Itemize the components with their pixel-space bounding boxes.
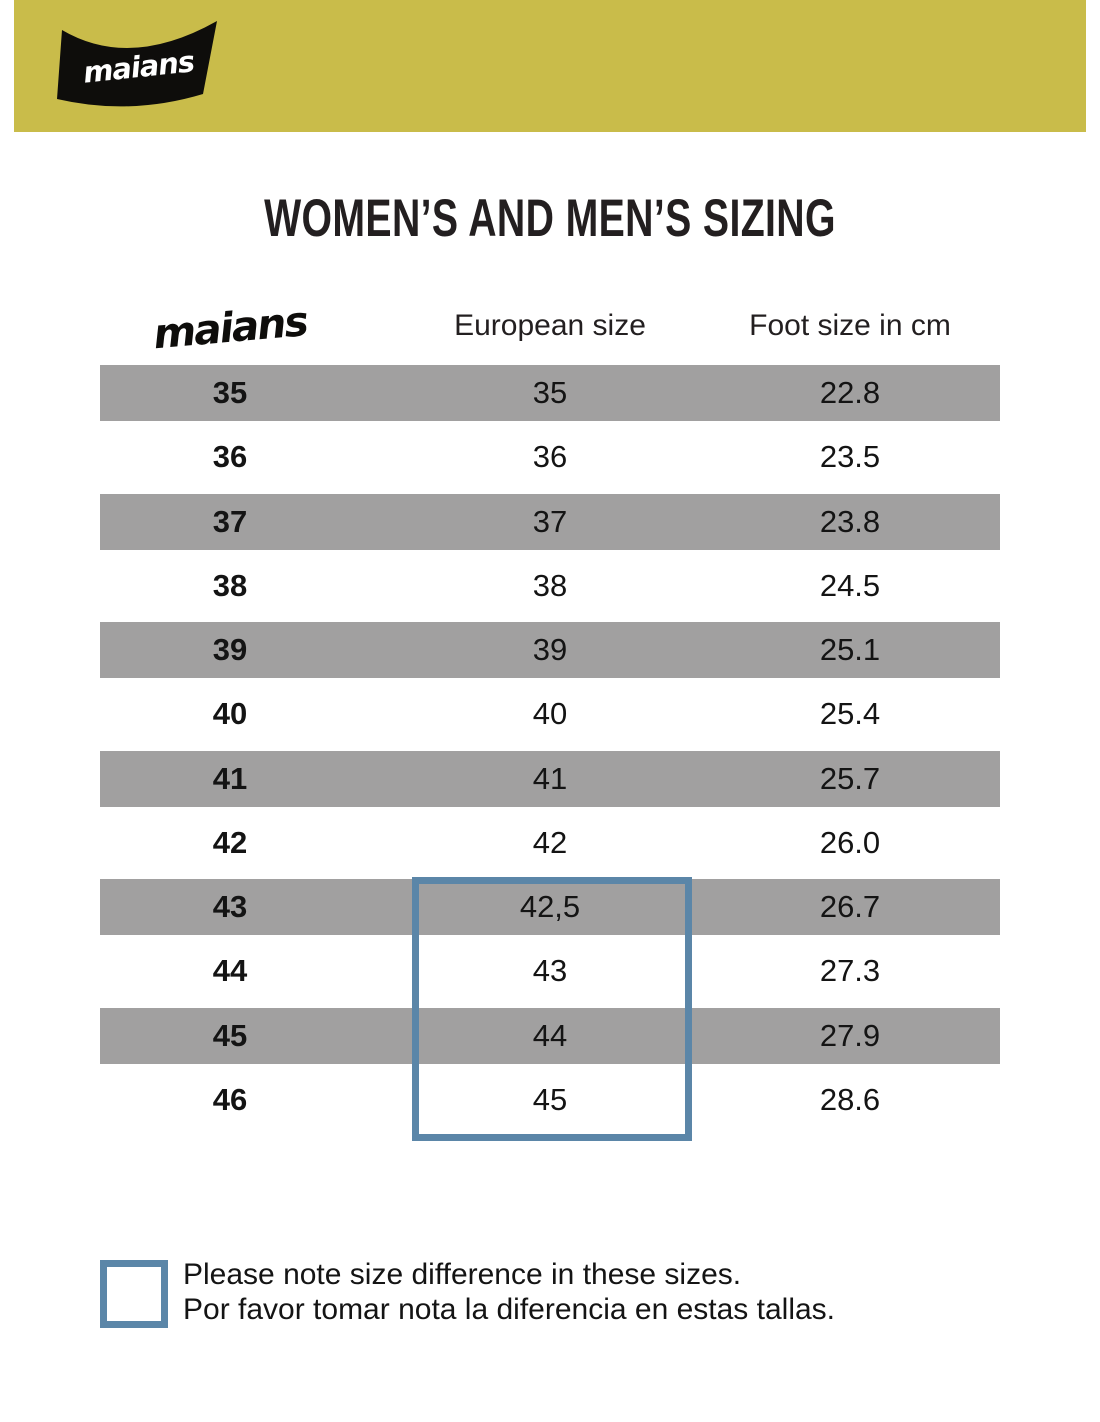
table-row: 42 42 26.0	[100, 811, 1000, 875]
cell-cm: 25.1	[819, 632, 881, 668]
column-header-european-size: European size	[454, 308, 646, 342]
cell-maians: 46	[212, 1081, 248, 1117]
cell-cm: 28.6	[819, 1081, 881, 1117]
cell-maians: 43	[212, 889, 248, 925]
maians-brand-logo: maians	[57, 21, 217, 107]
cell-maians: 45	[212, 1017, 248, 1053]
table-row: 39 39 25.1	[100, 618, 1000, 683]
size-table: maians European size Foot size in cm 35 3…	[100, 290, 1000, 1141]
table-row: 37 37 23.8	[100, 489, 1000, 554]
note-line-english: Please note size difference in these siz…	[183, 1258, 742, 1291]
cell-eu: 42	[532, 824, 568, 860]
column-header-maians: maians	[100, 297, 400, 358]
page-title: WOMEN’S AND MEN’S SIZING	[264, 189, 836, 248]
cell-eu: 35	[532, 375, 568, 411]
cell-maians: 39	[212, 632, 248, 668]
cell-cm: 22.8	[819, 375, 881, 411]
cell-eu: 38	[532, 567, 568, 603]
table-row: 41 41 25.7	[100, 746, 1000, 811]
cell-cm: 27.9	[819, 1017, 881, 1053]
cell-cm: 23.8	[819, 503, 881, 539]
cell-eu: 45	[532, 1081, 568, 1117]
table-row: 36 36 23.5	[100, 425, 1000, 489]
cell-maians: 40	[212, 696, 248, 732]
table-row: 38 38 24.5	[100, 554, 1000, 618]
column-header-foot-size: Foot size in cm	[749, 308, 951, 342]
cell-maians: 42	[212, 824, 248, 860]
table-row: 46 45 28.6	[100, 1068, 1000, 1132]
cell-cm: 24.5	[819, 567, 881, 603]
cell-maians: 38	[212, 567, 248, 603]
cell-eu: 37	[532, 503, 568, 539]
cell-maians: 35	[212, 375, 248, 411]
cell-cm: 25.7	[819, 760, 881, 796]
note-line-spanish: Por favor tomar nota la diferencia en es…	[183, 1293, 836, 1326]
cell-cm: 26.0	[819, 824, 881, 860]
table-header-row: maians European size Foot size in cm	[100, 290, 1000, 361]
cell-cm: 26.7	[819, 889, 881, 925]
maians-script-logo: maians	[151, 296, 309, 358]
note-legend-box	[100, 1260, 168, 1328]
cell-maians: 41	[212, 760, 248, 796]
table-body: 35 35 22.8 36 36 23.5 37 37 23.8 38 38 24.5 39 39 25.1…	[100, 361, 1000, 1141]
table-row: 44 43 27.3	[100, 939, 1000, 1003]
cell-maians: 36	[212, 439, 248, 475]
cell-eu: 39	[532, 632, 568, 668]
cell-maians: 44	[212, 953, 248, 989]
table-row: 40 40 25.4	[100, 682, 1000, 746]
cell-eu: 44	[532, 1017, 568, 1053]
cell-eu: 42,5	[519, 889, 581, 925]
header-band: maians	[14, 0, 1086, 132]
flag-shape-icon	[57, 21, 217, 107]
table-row: 45 44 27.9	[100, 1003, 1000, 1068]
cell-eu: 40	[532, 696, 568, 732]
note-text: Please note size difference in these siz…	[183, 1257, 835, 1327]
cell-cm: 27.3	[819, 953, 881, 989]
cell-maians: 37	[212, 503, 248, 539]
cell-eu: 41	[532, 760, 568, 796]
cell-eu: 43	[532, 953, 568, 989]
cell-cm: 23.5	[819, 439, 881, 475]
cell-eu: 36	[532, 439, 568, 475]
table-row: 43 42,5 26.7	[100, 875, 1000, 940]
cell-cm: 25.4	[819, 696, 881, 732]
table-row: 35 35 22.8	[100, 361, 1000, 426]
